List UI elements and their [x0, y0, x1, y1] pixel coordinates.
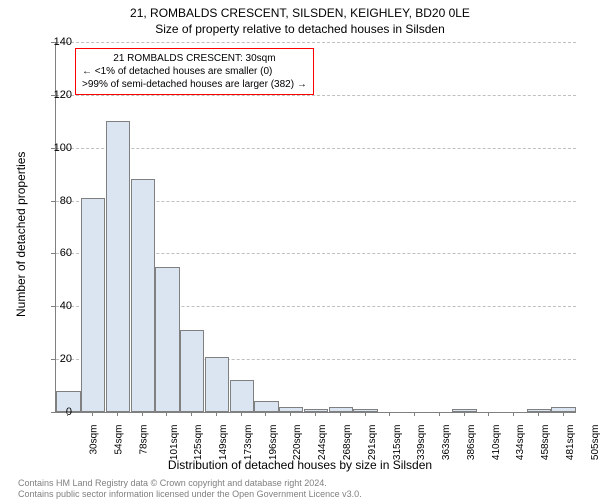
- x-tick-label: 458sqm: [540, 425, 551, 461]
- x-tick-mark: [142, 412, 143, 416]
- x-tick-label: 268sqm: [342, 425, 353, 461]
- y-tick-mark: [51, 95, 55, 96]
- x-tick-mark: [538, 412, 539, 416]
- x-tick-mark: [216, 412, 217, 416]
- x-tick-label: 78sqm: [138, 425, 149, 455]
- bar: [205, 357, 229, 413]
- x-tick-label: 434sqm: [515, 425, 526, 461]
- x-tick-label: 125sqm: [194, 425, 205, 461]
- bar: [527, 409, 551, 412]
- bar: [230, 380, 254, 412]
- y-tick-label: 140: [42, 36, 72, 48]
- bar: [329, 407, 353, 412]
- chart-title-desc: Size of property relative to detached ho…: [0, 22, 600, 36]
- x-tick-label: 363sqm: [441, 425, 452, 461]
- x-tick-mark: [315, 412, 316, 416]
- bar: [155, 267, 179, 412]
- bar: [452, 409, 476, 412]
- x-tick-mark: [265, 412, 266, 416]
- annotation-line2: ← <1% of detached houses are smaller (0): [82, 65, 307, 78]
- y-tick-label: 40: [42, 300, 72, 312]
- footnote-copyright: Contains HM Land Registry data © Crown c…: [18, 478, 327, 488]
- x-tick-label: 244sqm: [317, 425, 328, 461]
- y-tick-mark: [51, 42, 55, 43]
- x-tick-mark: [340, 412, 341, 416]
- y-tick-mark: [51, 201, 55, 202]
- y-tick-label: 120: [42, 89, 72, 101]
- y-tick-label: 100: [42, 142, 72, 154]
- x-tick-mark: [92, 412, 93, 416]
- annotation-box: 21 ROMBALDS CRESCENT: 30sqm ← <1% of det…: [75, 48, 314, 95]
- x-axis-label: Distribution of detached houses by size …: [0, 458, 600, 472]
- x-tick-mark: [439, 412, 440, 416]
- x-tick-label: 291sqm: [367, 425, 378, 461]
- y-tick-label: 80: [42, 195, 72, 207]
- grid-line: [56, 148, 576, 149]
- x-tick-label: 101sqm: [169, 425, 180, 461]
- x-tick-mark: [191, 412, 192, 416]
- x-tick-mark: [389, 412, 390, 416]
- x-tick-mark: [414, 412, 415, 416]
- x-tick-label: 196sqm: [268, 425, 279, 461]
- x-tick-mark: [365, 412, 366, 416]
- x-tick-label: 481sqm: [565, 425, 576, 461]
- x-tick-label: 386sqm: [466, 425, 477, 461]
- x-tick-label: 410sqm: [491, 425, 502, 461]
- x-tick-mark: [464, 412, 465, 416]
- grid-line: [56, 42, 576, 43]
- bar: [106, 121, 130, 412]
- x-tick-mark: [241, 412, 242, 416]
- x-tick-label: 339sqm: [416, 425, 427, 461]
- annotation-line1: 21 ROMBALDS CRESCENT: 30sqm: [82, 52, 307, 65]
- x-tick-mark: [166, 412, 167, 416]
- bar: [551, 407, 575, 412]
- x-tick-mark: [563, 412, 564, 416]
- y-tick-mark: [51, 412, 55, 413]
- chart-plot-area: [55, 42, 576, 413]
- bar: [254, 401, 278, 412]
- x-tick-label: 54sqm: [114, 425, 125, 455]
- x-tick-label: 505sqm: [590, 425, 600, 461]
- x-tick-mark: [290, 412, 291, 416]
- x-tick-label: 30sqm: [89, 425, 100, 455]
- x-tick-mark: [488, 412, 489, 416]
- y-tick-mark: [51, 148, 55, 149]
- annotation-line3: >99% of semi-detached houses are larger …: [82, 78, 307, 91]
- y-axis-label: Number of detached properties: [14, 152, 28, 317]
- x-tick-mark: [117, 412, 118, 416]
- x-tick-label: 220sqm: [293, 425, 304, 461]
- footnote-licence: Contains public sector information licen…: [18, 489, 362, 499]
- x-tick-mark: [67, 412, 68, 416]
- x-tick-label: 173sqm: [243, 425, 254, 461]
- y-tick-label: 20: [42, 353, 72, 365]
- x-tick-label: 315sqm: [392, 425, 403, 461]
- y-tick-mark: [51, 306, 55, 307]
- chart-title-address: 21, ROMBALDS CRESCENT, SILSDEN, KEIGHLEY…: [0, 6, 600, 20]
- bar: [131, 179, 155, 412]
- bar: [180, 330, 204, 412]
- y-tick-label: 60: [42, 247, 72, 259]
- x-tick-label: 149sqm: [218, 425, 229, 461]
- y-tick-mark: [51, 359, 55, 360]
- x-tick-mark: [513, 412, 514, 416]
- bar: [81, 198, 105, 412]
- y-tick-mark: [51, 253, 55, 254]
